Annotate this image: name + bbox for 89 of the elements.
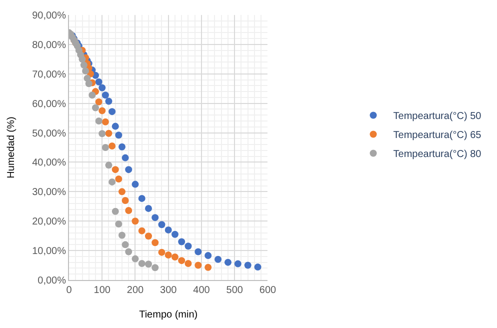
x-axis-title: Tiempo (min) <box>139 310 198 320</box>
point <box>108 178 116 186</box>
point <box>144 204 152 212</box>
point <box>214 256 222 263</box>
point <box>98 107 106 114</box>
x-tick-label: 400 <box>193 285 210 296</box>
point <box>152 264 159 272</box>
point <box>92 104 99 112</box>
x-tick-label: 0 <box>66 285 72 296</box>
y-tick-label: 0,00% <box>38 276 66 286</box>
y-tick-label: 90,00% <box>32 10 66 22</box>
legend-label: Tempeartura(°C) 50 <box>393 111 482 122</box>
point <box>171 230 178 238</box>
point <box>171 254 178 261</box>
point <box>178 238 186 246</box>
y-axis-title: Humedad (%) <box>6 116 18 178</box>
point <box>95 118 102 124</box>
point <box>204 252 212 260</box>
point <box>194 248 202 256</box>
point <box>138 227 146 234</box>
point <box>102 118 109 126</box>
point <box>118 232 126 239</box>
point <box>138 260 146 268</box>
point <box>122 197 129 204</box>
point <box>125 166 132 174</box>
point <box>95 78 102 86</box>
point <box>115 132 122 139</box>
point <box>194 262 202 269</box>
point <box>244 262 252 269</box>
point <box>112 166 119 174</box>
point <box>115 176 122 183</box>
point <box>144 232 152 240</box>
legend-label: Tempeartura(°C) 65 <box>393 130 482 142</box>
point <box>105 162 112 169</box>
point <box>132 218 139 225</box>
x-tick-label: 600 <box>259 285 276 296</box>
point <box>152 214 159 222</box>
x-tick-label: 100 <box>94 285 111 296</box>
y-tick-label: 40,00% <box>32 158 66 169</box>
point <box>152 239 159 246</box>
point <box>78 56 86 63</box>
point <box>95 98 102 106</box>
point <box>88 92 96 99</box>
point <box>105 130 112 137</box>
point <box>102 92 109 99</box>
point <box>254 264 262 271</box>
point <box>115 220 122 228</box>
x-tick-label: 300 <box>160 285 178 296</box>
point <box>112 122 119 130</box>
point <box>234 260 242 268</box>
point <box>85 80 92 88</box>
point <box>125 207 132 214</box>
y-tick-label: 70,00% <box>32 69 66 80</box>
y-tick-label: 50,00% <box>32 128 66 140</box>
legend-label: Tempeartura(°C) 80 <box>393 149 482 160</box>
point <box>204 264 212 271</box>
point <box>118 143 126 150</box>
point <box>98 130 106 138</box>
point <box>132 180 139 188</box>
y-tick-label: 20,00% <box>32 216 66 228</box>
point <box>122 241 129 248</box>
point <box>132 255 139 262</box>
point <box>184 242 192 250</box>
point <box>122 154 129 162</box>
point <box>164 251 172 258</box>
y-tick-label: 10,00% <box>32 246 66 258</box>
point <box>118 188 126 196</box>
point <box>224 258 232 266</box>
point <box>184 260 192 268</box>
point <box>178 257 186 264</box>
x-tick-label: 500 <box>226 285 244 296</box>
point <box>144 260 152 268</box>
x-tick-label: 200 <box>126 285 144 296</box>
point <box>164 226 172 234</box>
point <box>82 67 90 74</box>
y-tick-label: 30,00% <box>32 187 66 198</box>
point <box>158 248 166 256</box>
point <box>108 142 116 150</box>
y-tick-label: 60,00% <box>32 98 66 110</box>
point <box>112 208 119 215</box>
point <box>102 144 109 151</box>
point <box>105 98 112 105</box>
point <box>125 248 132 256</box>
point <box>158 221 166 228</box>
point <box>108 108 116 116</box>
point <box>98 84 106 92</box>
point <box>138 194 146 202</box>
point <box>80 62 88 69</box>
y-tick-label: 80,00% <box>32 40 66 51</box>
